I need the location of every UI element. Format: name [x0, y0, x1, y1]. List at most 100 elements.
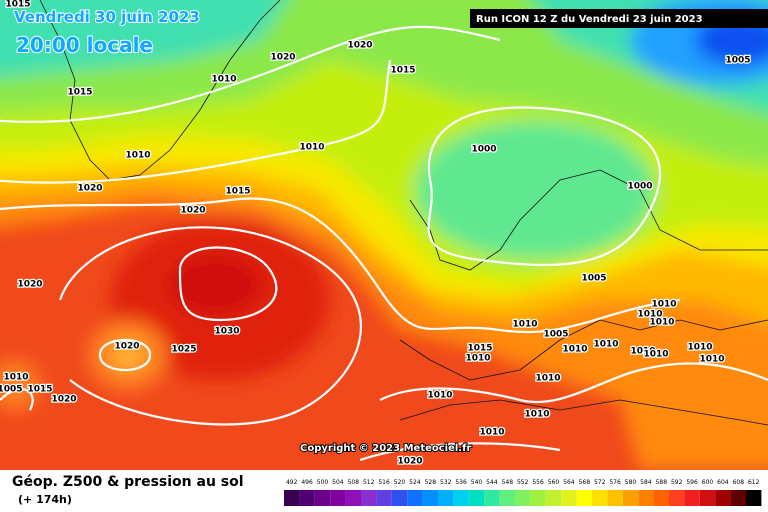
colorbar-label: 544: [486, 479, 498, 486]
colorbar-swatch: [746, 490, 762, 506]
forecast-time: 20:00 locale: [16, 33, 153, 57]
colorbar-swatch: [499, 490, 515, 506]
colorbar-swatch: [684, 490, 700, 506]
colorbar-label: 580: [625, 479, 637, 486]
colorbar-label: 596: [686, 479, 698, 486]
isobar-label: 1030: [214, 327, 239, 337]
isobar-label: 1015: [390, 66, 415, 76]
colorbar-swatch: [576, 490, 592, 506]
isobar-label: 1010: [649, 318, 674, 328]
isobar-label: 1010: [651, 300, 676, 310]
colorbar-label: 524: [409, 479, 421, 486]
isobar-label: 1010: [630, 347, 655, 357]
colorbar-label: 604: [717, 479, 729, 486]
isobar-label: 1015: [225, 187, 250, 197]
colorbar-swatch: [468, 490, 485, 506]
colorbar-swatch: [299, 490, 315, 506]
legend-title: Géop. Z500 & pression au sol: [12, 474, 244, 490]
colorbar-label: 520: [394, 479, 406, 486]
isobar-label: 1020: [397, 457, 422, 467]
colorbar-label: 496: [301, 479, 313, 486]
colorbar-swatch: [314, 490, 331, 506]
isobar-label: 1020: [347, 41, 372, 51]
colorbar-swatch: [607, 490, 623, 506]
colorbar-label: 492: [286, 479, 298, 486]
colorbar-label: 504: [332, 479, 344, 486]
colorbar-label: 516: [378, 479, 390, 486]
colorbar-swatch: [484, 490, 500, 506]
colorbar-swatch: [699, 490, 716, 506]
colorbar-label: 572: [594, 479, 606, 486]
isobar-label: 1000: [471, 145, 496, 155]
colorbar-swatch: [592, 490, 608, 506]
colorbar-label: 612: [748, 479, 760, 486]
isobar-label: 1010: [299, 143, 324, 153]
colorbar-swatch: [530, 490, 546, 506]
colorbar-label: 568: [579, 479, 591, 486]
isobar-label: 1020: [114, 342, 139, 352]
colorbar-swatch: [638, 490, 654, 506]
isobar-label: 1010: [512, 320, 537, 330]
colorbar-swatch: [391, 490, 408, 506]
colorbar-swatch: [653, 490, 669, 506]
colorbar-label: 540: [471, 479, 483, 486]
colorbar-label: 528: [425, 479, 437, 486]
colorbar-label: 588: [656, 479, 668, 486]
colorbar-swatch: [622, 490, 639, 506]
colorbar-swatch: [407, 490, 423, 506]
run-banner: [470, 9, 768, 28]
colorbar-label: 556: [532, 479, 544, 486]
colorbar-label: 560: [548, 479, 560, 486]
isobar-label: 1010: [699, 355, 724, 365]
isobar-label: 1005: [725, 56, 750, 66]
isobar-label: 1010: [524, 410, 549, 420]
isobar-label: 1010: [637, 310, 662, 320]
colorbar-label: 608: [733, 479, 745, 486]
isobar-label: 1010: [211, 75, 236, 85]
colorbar-label: 500: [317, 479, 329, 486]
colorbar-label: 512: [363, 479, 375, 486]
isobar-label: 1010: [593, 340, 618, 350]
colorbar-label: 564: [563, 479, 575, 486]
colorbar-swatch: [330, 490, 346, 506]
colorbar-swatch: [284, 490, 300, 506]
isobar-label: 1010: [687, 343, 712, 353]
isobar-label: 1000: [627, 182, 652, 192]
isobar-label: 1010: [465, 354, 490, 364]
run-info: Run ICON 12 Z du Vendredi 23 juin 2023: [476, 14, 703, 25]
colorbar-swatch: [361, 490, 377, 506]
isobar-label: 1010: [125, 151, 150, 161]
colorbar-swatch: [438, 490, 454, 506]
colorbar-label: 552: [517, 479, 529, 486]
colorbar-label: 536: [455, 479, 467, 486]
colorbar-label: 592: [671, 479, 683, 486]
colorbar-label: 584: [640, 479, 652, 486]
isobar-label: 1015: [27, 385, 52, 395]
isobar-label: 1020: [77, 184, 102, 194]
isobar-label: 1005: [0, 385, 23, 395]
colorbar: 492 496 500 504 508 512 516 520 524 528 532 536 540 5…: [284, 479, 762, 506]
isobar-label: 1020: [51, 395, 76, 405]
colorbar-label: 600: [702, 479, 714, 486]
isobar-label: 1020: [17, 280, 42, 290]
isobar-label: 1025: [171, 345, 196, 355]
colorbar-swatch: [715, 490, 731, 506]
isobar-label: 1010: [535, 374, 560, 384]
isobar-label: 1015: [467, 344, 492, 354]
isobar-label: 1020: [270, 53, 295, 63]
isobar-label: 1005: [543, 330, 568, 340]
colorbar-label: 548: [502, 479, 514, 486]
forecast-date: Vendredi 30 juin 2023: [14, 8, 200, 26]
colorbar-label: 508: [348, 479, 360, 486]
isobar-label: 1015: [5, 0, 30, 10]
colorbar-swatch: [545, 490, 562, 506]
copyright: Copyright © 2023 Meteociel.fr: [300, 443, 471, 454]
colorbar-swatch: [561, 490, 577, 506]
isobar-label: 1020: [180, 206, 205, 216]
isobar-label: 1010: [643, 350, 668, 360]
isobar-label: 1010: [3, 373, 28, 383]
colorbar-label: 576: [609, 479, 621, 486]
